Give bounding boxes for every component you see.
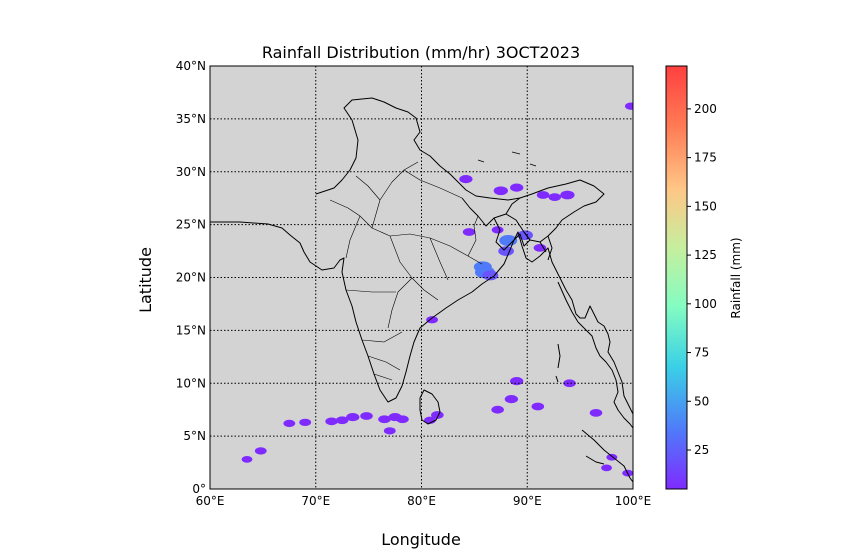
rain-cell: [504, 395, 519, 404]
rain-cell: [589, 408, 603, 417]
rain-cell: [601, 464, 613, 472]
rain-cell: [499, 234, 518, 247]
rain-cell: [254, 447, 267, 455]
colorbar-tick-label: 50: [694, 394, 709, 408]
y-tick-label: 35°N: [176, 112, 206, 126]
rain-cell: [426, 316, 438, 324]
y-tick-labels: 0° 5°N 10°N 15°N 20°N 25°N 30°N 35°N 40°N: [176, 59, 206, 496]
y-tick-label: 25°N: [176, 218, 206, 232]
colorbar-tick-label: 25: [694, 443, 709, 457]
rain-cell: [510, 183, 524, 192]
colorbar-tick-label: 75: [694, 346, 709, 360]
colorbar-tick-label: 100: [694, 297, 717, 311]
coastline-layer: [210, 97, 633, 483]
rain-cell: [531, 402, 545, 411]
colorbar: [665, 65, 688, 490]
rain-cell: [241, 456, 253, 463]
rain-cell: [283, 419, 296, 428]
colorbar-tick-label: 175: [694, 151, 717, 165]
rain-cell: [510, 377, 524, 386]
x-tick-labels: 60°E 70°E 80°E 90°E 100°E: [196, 494, 652, 508]
rain-cell: [360, 412, 373, 420]
y-tick-label: 30°N: [176, 165, 206, 179]
y-tick-label: 0°: [192, 482, 206, 496]
sumatra-outline: [581, 429, 633, 483]
rain-cell: [491, 405, 504, 414]
x-tick-label: 60°E: [196, 494, 225, 508]
rain-cell: [462, 228, 476, 236]
x-tick-label: 80°E: [407, 494, 436, 508]
colorbar-ticks: 25 50 75 100 125 150 175 200: [687, 102, 717, 457]
tibet-lakes: [477, 151, 537, 167]
coastline-east: [557, 281, 633, 429]
colorbar-tick-label: 125: [694, 248, 717, 262]
y-tick-label: 15°N: [176, 323, 206, 337]
sri-lanka-outline: [419, 389, 441, 425]
rain-cell: [624, 102, 633, 110]
colorbar-tick-label: 150: [694, 199, 717, 213]
y-tick-label: 20°N: [176, 271, 206, 285]
x-tick-label: 90°E: [513, 494, 542, 508]
rain-cell: [548, 193, 562, 202]
india-northeast-boundary: [505, 197, 553, 261]
map-frame: [209, 65, 634, 490]
state-boundaries: [329, 161, 483, 381]
y-tick-label: 10°N: [176, 376, 206, 390]
rain-cell: [325, 417, 338, 426]
rain-cell: [431, 411, 444, 419]
rain-cell: [491, 226, 504, 234]
colorbar-label: Rainfall (mm): [729, 237, 743, 318]
rain-cell: [533, 244, 547, 252]
colorbar-tick-label: 200: [694, 102, 717, 116]
rain-cell: [459, 175, 473, 184]
andaman-islands: [555, 343, 561, 383]
rain-cell: [346, 412, 360, 422]
rain-cell: [473, 261, 492, 273]
bangladesh-boundary: [493, 217, 531, 251]
rain-cell: [378, 415, 391, 424]
rain-cell: [299, 418, 312, 427]
y-axis-label: Latitude: [136, 247, 155, 313]
rain-cell: [335, 416, 349, 425]
rain-cell: [493, 186, 508, 196]
gridlines: [210, 66, 633, 489]
y-tick-label: 5°N: [183, 429, 206, 443]
chart-title: Rainfall Distribution (mm/hr) 3OCT2023: [262, 43, 580, 62]
coastline-west: [210, 221, 633, 415]
rain-cell: [563, 379, 576, 388]
x-axis-label: Longitude: [381, 530, 461, 549]
rain-cell: [383, 427, 396, 435]
rain-cell: [560, 190, 575, 200]
rain-cell: [536, 191, 550, 199]
x-tick-label: 100°E: [615, 494, 652, 508]
x-tick-label: 70°E: [301, 494, 330, 508]
y-tick-label: 40°N: [176, 59, 206, 73]
rain-cell: [396, 415, 409, 424]
